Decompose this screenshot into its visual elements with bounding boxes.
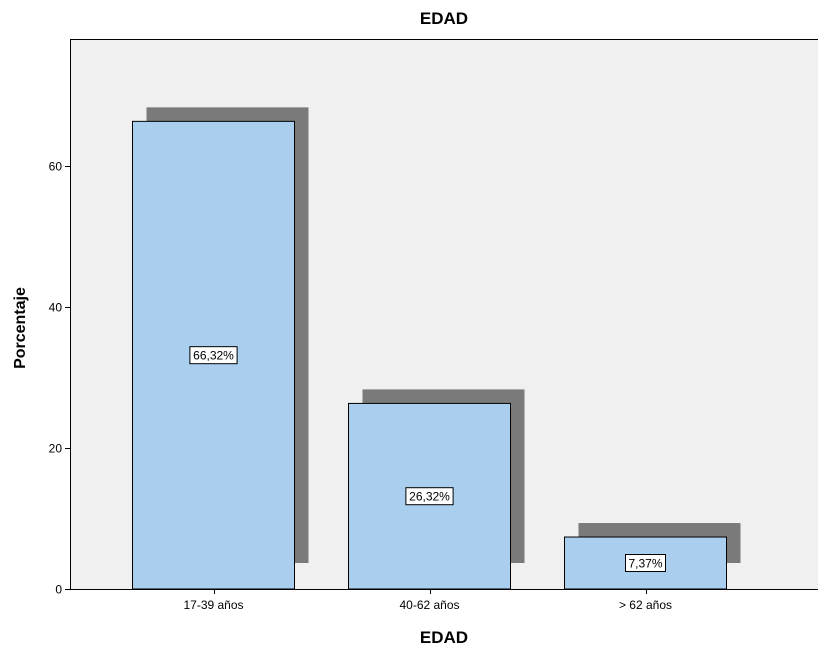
data-label-box [625,554,666,573]
data-label: 26,32% [409,490,450,504]
x-tick-label: 40-62 años [399,598,459,612]
y-tick-label: 60 [49,160,63,174]
x-axis-title: EDAD [419,628,469,647]
x-tick-label: > 62 años [619,598,672,612]
chart-title: EDAD [419,9,469,28]
data-label-box [189,346,238,365]
data-label: 66,32% [193,349,234,363]
y-tick-label: 40 [49,301,63,315]
data-label-box [405,487,454,506]
y-tick-label: 0 [55,583,62,597]
data-label: 7,37% [628,557,662,571]
y-tick-label: 20 [49,442,63,456]
x-tick-label: 17-39 años [183,598,243,612]
